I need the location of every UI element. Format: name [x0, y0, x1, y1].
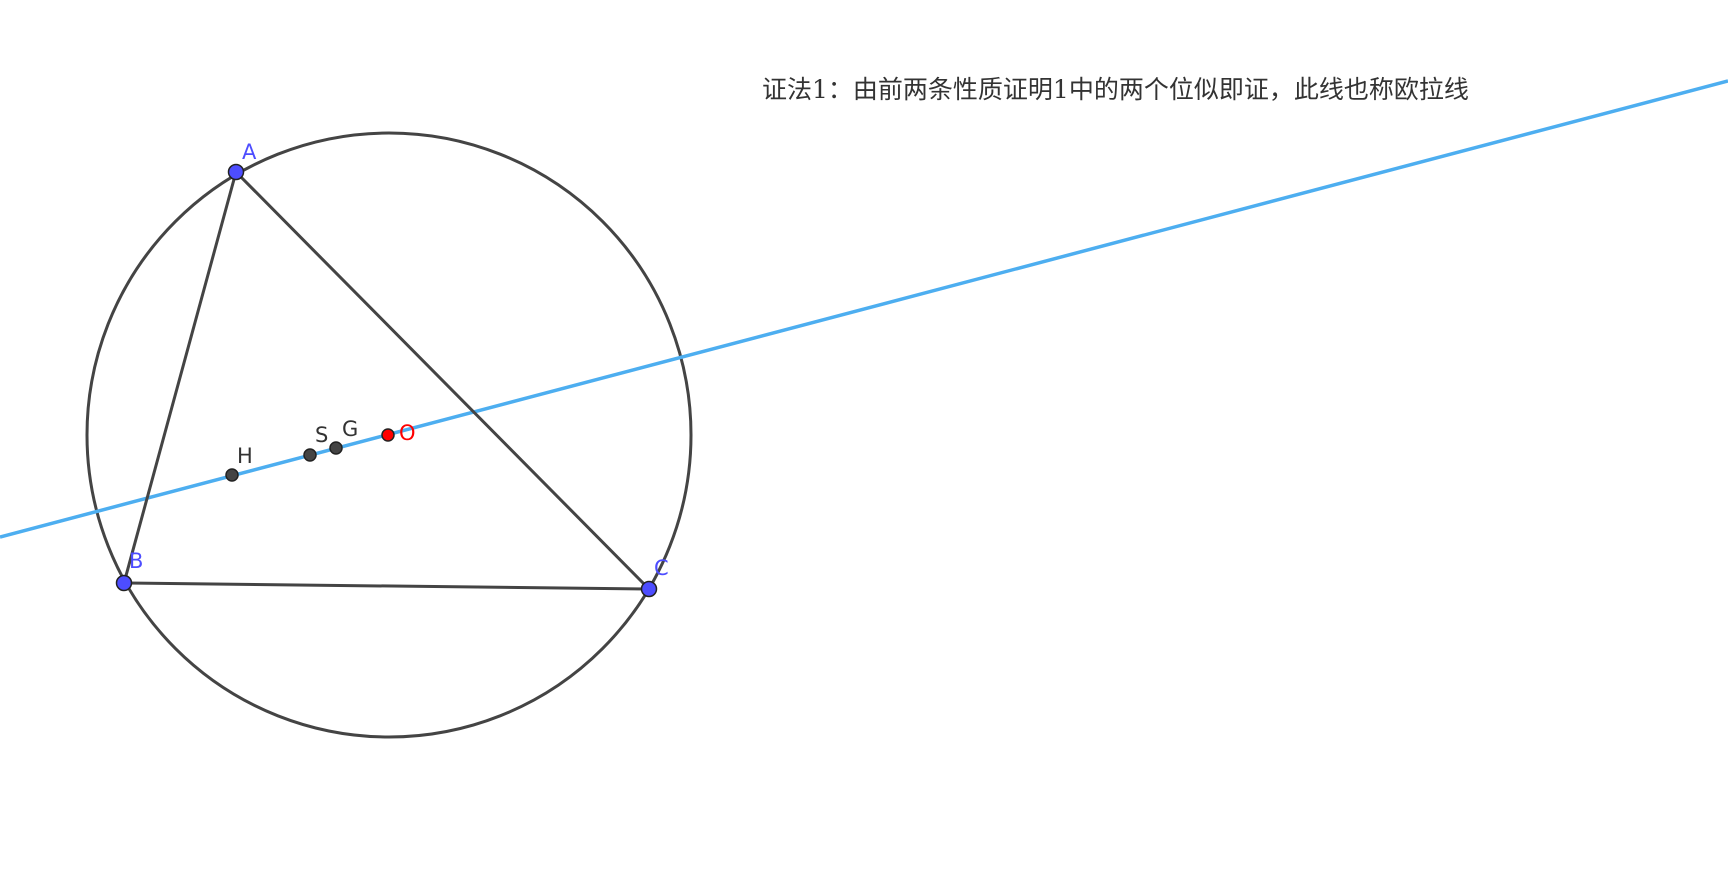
- circumcircle[interactable]: [85, 131, 693, 739]
- segment-bc[interactable]: [123, 581, 650, 591]
- label-h: H: [237, 444, 253, 468]
- label-b: B: [129, 549, 143, 573]
- label-s: S: [315, 423, 328, 447]
- label-o: O: [399, 421, 416, 445]
- point-s[interactable]: [303, 448, 317, 462]
- point-h[interactable]: [225, 468, 239, 482]
- point-g[interactable]: [329, 441, 343, 455]
- label-a: A: [242, 140, 257, 164]
- segment-ab[interactable]: [122, 171, 238, 584]
- label-c: C: [654, 556, 669, 580]
- segment-ac[interactable]: [234, 170, 651, 591]
- point-a[interactable]: [227, 163, 245, 181]
- point-o[interactable]: [381, 428, 395, 442]
- label-g: G: [342, 417, 358, 441]
- proof-caption: 证法1：由前两条性质证明1中的两个位似即证，此线也称欧拉线: [762, 75, 1469, 104]
- point-c[interactable]: [640, 580, 658, 598]
- euler-line[interactable]: [0, 79, 1728, 539]
- point-b[interactable]: [115, 574, 133, 592]
